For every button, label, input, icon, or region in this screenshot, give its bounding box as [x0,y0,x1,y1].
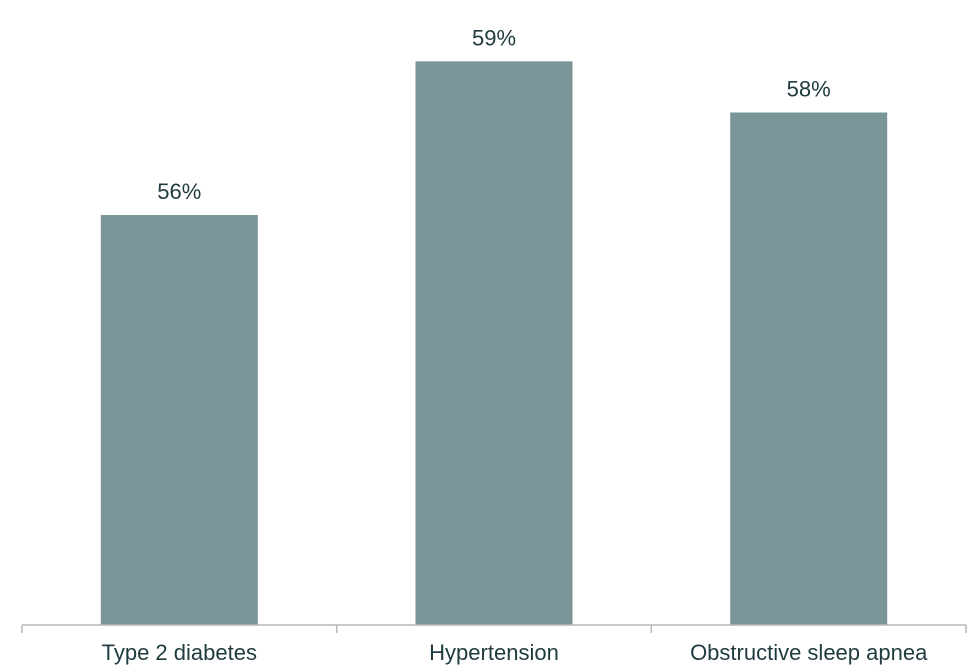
category-label-type-2-diabetes: Type 2 diabetes [102,640,257,665]
bar-obstructive-sleep-apnea [730,112,888,625]
data-labels-layer: 56% 59% 58% [157,25,830,204]
bar-hypertension [415,61,573,626]
data-label-type-2-diabetes: 56% [157,179,201,204]
x-axis [21,624,967,633]
bar-type-2-diabetes [100,215,258,625]
category-label-hypertension: Hypertension [429,640,559,665]
bars-layer [100,61,888,626]
data-label-hypertension: 59% [472,25,516,50]
category-labels-layer: Type 2 diabetes Hypertension Obstructive s… [102,640,928,665]
data-label-obstructive-sleep-apnea: 58% [787,77,831,102]
category-label-obstructive-sleep-apnea: Obstructive sleep apnea [690,640,928,665]
